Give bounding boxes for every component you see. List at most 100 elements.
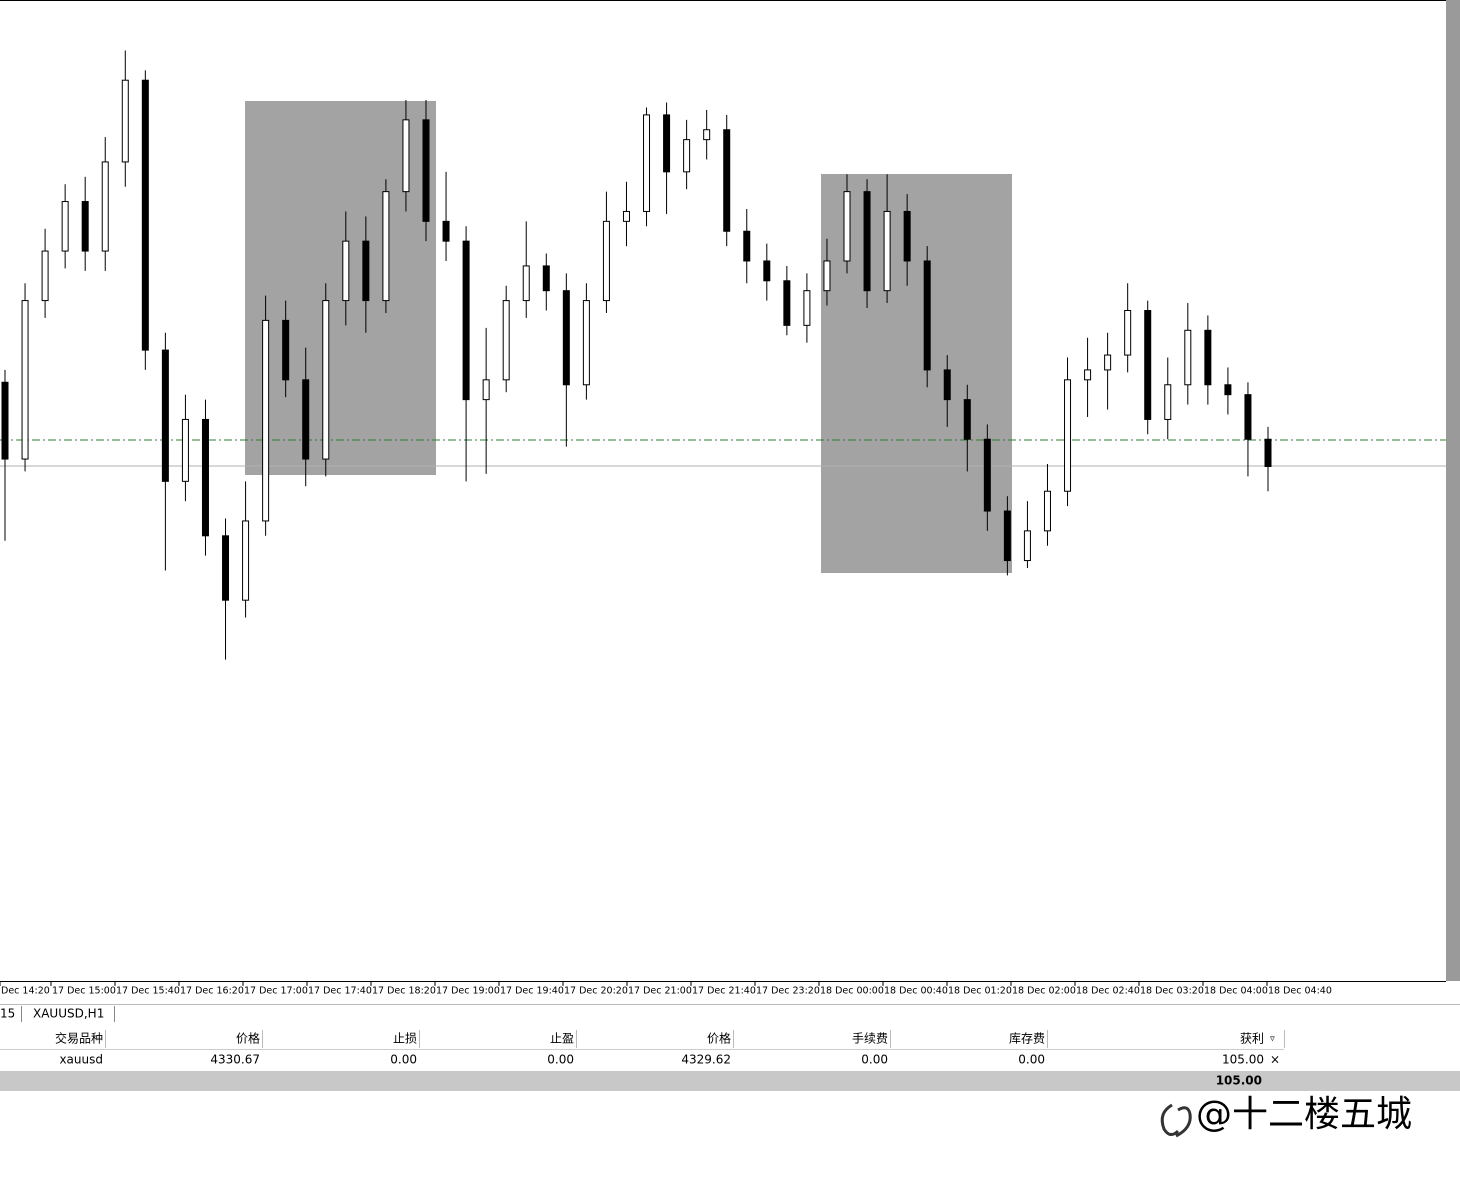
candle-body: [121, 79, 129, 163]
watermark: @十二楼五城: [1196, 1094, 1412, 1135]
candle-body: [582, 300, 590, 386]
candle-body: [983, 438, 991, 512]
candle-body: [763, 260, 771, 282]
time-label: 17 Dec 20:20: [564, 986, 628, 997]
candle-body: [161, 349, 169, 482]
candle-body: [823, 260, 831, 292]
highlight-box: [821, 174, 1012, 573]
time-label: 18 Dec 01:20: [948, 986, 1012, 997]
time-label: 17 Dec 18:20: [372, 986, 436, 997]
candle-body: [201, 418, 209, 537]
time-label: 18 Dec 04:00: [1204, 986, 1268, 997]
time-label: 17 Dec 15:00: [52, 986, 116, 997]
candle-body: [943, 369, 951, 401]
candle-body: [1084, 369, 1092, 381]
column-header[interactable]: 止损: [393, 1032, 417, 1046]
time-label: 18 Dec 02:00: [1012, 986, 1076, 997]
candle-body: [242, 520, 250, 601]
candle-body: [282, 319, 290, 381]
tab[interactable]: XAUUSD,H1: [33, 1007, 104, 1021]
candle-body: [81, 201, 89, 252]
total-row: [0, 1071, 1460, 1091]
cell: xauusd: [59, 1053, 103, 1067]
time-label: 18 Dec 00:40: [884, 986, 948, 997]
candle-body: [462, 240, 470, 401]
candle-body: [663, 114, 671, 173]
candle-body: [222, 535, 230, 601]
watermark-logo: [1160, 1103, 1192, 1138]
candle-body: [1104, 354, 1112, 371]
candle-body: [602, 220, 610, 302]
cell: 4329.62: [681, 1053, 731, 1067]
candle-body: [1264, 438, 1272, 467]
column-header[interactable]: 手续费: [852, 1032, 888, 1046]
candle-body: [402, 119, 410, 193]
candle-body: [21, 300, 29, 460]
cell: 105.00: [1222, 1053, 1264, 1067]
candle-body: [442, 220, 450, 242]
candle-body: [482, 379, 490, 401]
candle-body: [422, 119, 430, 222]
candle-body: [1, 381, 9, 460]
candle-body: [883, 210, 891, 292]
column-header[interactable]: 库存费: [1009, 1031, 1045, 1046]
time-label: 18 Dec 00:00: [820, 986, 884, 997]
time-label: 18 Dec 02:40: [1076, 986, 1140, 997]
time-label: 17 Dec 16:20: [180, 986, 244, 997]
candle-body: [1164, 384, 1172, 420]
candle-body: [863, 191, 871, 292]
total: 105.00: [1216, 1074, 1262, 1088]
column-header[interactable]: 交易品种: [55, 1031, 103, 1046]
candle-body: [542, 265, 550, 292]
column-header[interactable]: 获利: [1240, 1032, 1264, 1046]
candle-body: [181, 418, 189, 482]
candle-body: [923, 260, 931, 371]
time-label: Dec 14:20: [1, 986, 50, 997]
candle-body: [141, 79, 149, 351]
column-header[interactable]: 止盈: [550, 1032, 574, 1046]
candle-body: [1144, 309, 1152, 420]
scrollbar[interactable]: [1446, 0, 1460, 981]
cell: 4330.67: [210, 1053, 260, 1067]
candle-body: [61, 201, 69, 252]
candle-body: [1244, 394, 1252, 440]
candle-body: [783, 280, 791, 326]
candle-body: [1224, 384, 1232, 396]
candle-body: [502, 300, 510, 381]
time-label: 18 Dec 04:40: [1268, 986, 1332, 997]
sort-icon: ▿: [1270, 1034, 1275, 1045]
candle-body: [843, 191, 851, 262]
candle-body: [1124, 309, 1132, 356]
candle-body: [1003, 510, 1011, 562]
tab[interactable]: 15: [0, 1007, 15, 1021]
candle-body: [743, 230, 751, 262]
candle-body: [562, 290, 570, 386]
candle-body: [1023, 530, 1031, 562]
cell: 0.00: [861, 1053, 888, 1067]
cell: 0.00: [390, 1053, 417, 1067]
candle-body: [302, 379, 310, 460]
cell: 0.00: [1018, 1053, 1045, 1067]
candle-body: [382, 191, 390, 302]
candle-body: [1064, 379, 1072, 492]
candle-body: [643, 114, 651, 212]
candle-body: [41, 250, 49, 302]
candle-body: [1204, 329, 1212, 386]
time-label: 17 Dec 19:40: [500, 986, 564, 997]
time-label: 17 Dec 17:00: [244, 986, 308, 997]
candle-body: [342, 240, 350, 302]
column-header[interactable]: 价格: [707, 1031, 731, 1046]
column-header[interactable]: 价格: [236, 1031, 260, 1046]
close-button[interactable]: ×: [1270, 1053, 1280, 1067]
time-label: 17 Dec 21:00: [628, 986, 692, 997]
candle-body: [683, 139, 691, 173]
candle-body: [322, 300, 330, 460]
candle-body: [903, 210, 911, 262]
time-label: 17 Dec 17:40: [308, 986, 372, 997]
cell: 0.00: [547, 1053, 574, 1067]
candle-body: [262, 319, 270, 522]
time-label: 17 Dec 23:20: [756, 986, 820, 997]
candle-body: [723, 129, 731, 232]
